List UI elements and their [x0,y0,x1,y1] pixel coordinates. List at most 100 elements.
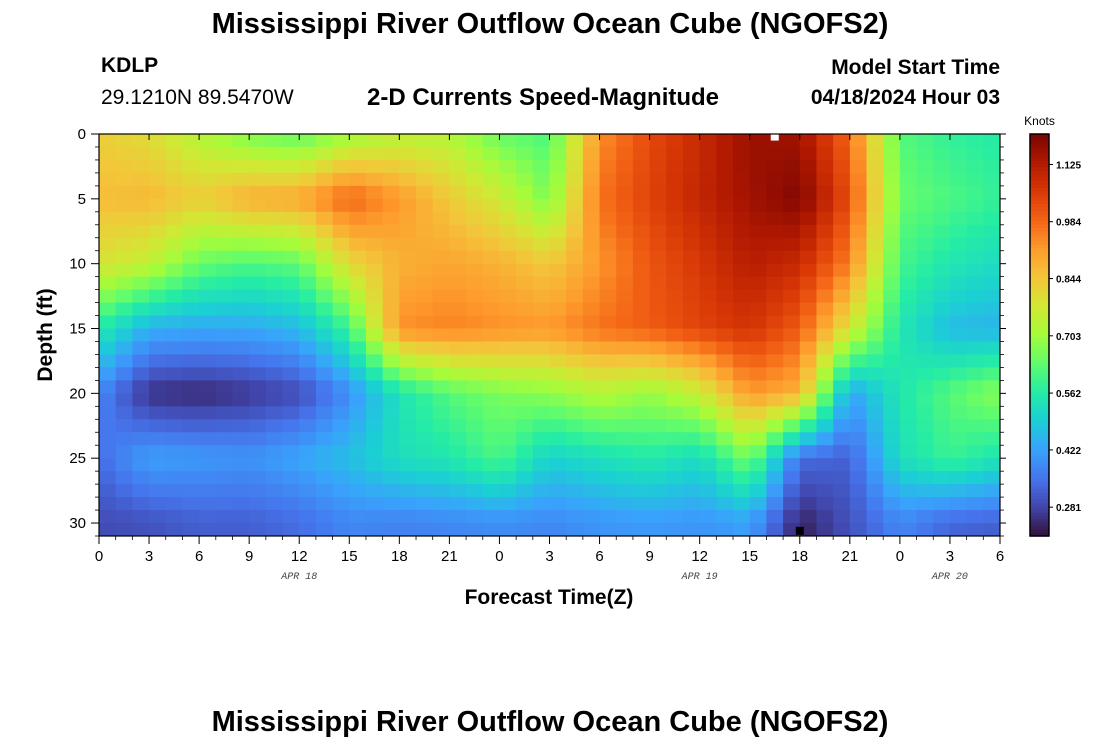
heatmap-cell [983,458,1000,472]
heatmap-cell [933,328,951,343]
heatmap-cell [449,458,467,472]
heatmap-cell [249,237,267,252]
heatmap-cell [883,445,901,459]
heatmap-cell [532,134,551,148]
heatmap-cell [883,354,901,369]
heatmap-cell [449,172,467,187]
heatmap-cell [799,134,818,148]
heatmap-cell [416,276,434,291]
heatmap-cell [849,134,868,148]
heatmap-cell [199,237,217,252]
heatmap-cell [449,484,467,498]
heatmap-cell [883,250,901,265]
heatmap-cell [549,250,567,265]
heatmap-cell [432,419,450,433]
heatmap-cell [699,523,717,536]
heatmap-cell [816,406,834,420]
heatmap-cell [983,341,1000,356]
heatmap-cell [499,172,517,187]
heatmap-cell [899,302,918,317]
heatmap-cell [816,341,834,356]
heatmap-cell [749,510,768,524]
heatmap-cell [666,211,684,226]
heatmap-cell [99,445,117,459]
heatmap-cell [582,302,601,317]
heatmap-cell [682,445,701,459]
colorbar-segment [1030,244,1049,249]
heatmap-cell [416,328,434,343]
heatmap-cell [733,146,751,161]
heatmap-cell [332,237,350,252]
heatmap-cell [516,406,534,420]
heatmap-cell [566,315,584,330]
heatmap-cell [215,172,234,187]
heatmap-cell [783,354,801,369]
heatmap-cell [466,185,484,200]
colorbar-segment [1030,519,1049,524]
heatmap-cell [849,380,868,394]
heatmap-cell [399,237,417,252]
heatmap-cell [682,432,701,446]
heatmap-cell [833,445,851,459]
heatmap-cell [599,380,617,394]
heatmap-cell [282,328,300,343]
heatmap-cell [449,185,467,200]
heatmap-cell [482,406,501,420]
heatmap-cell [365,419,384,433]
heatmap-cell [132,185,150,200]
heatmap-cell [966,198,984,213]
heatmap-cell [566,484,584,498]
heatmap-cell [265,224,284,239]
heatmap-cell [382,276,400,291]
heatmap-cell [566,432,584,446]
colorbar-segment [1030,509,1049,514]
heatmap-cell [299,367,317,381]
heatmap-cell [649,198,667,213]
heatmap-cell [983,289,1000,304]
heatmap-cell [199,224,217,239]
heatmap-cell [416,341,434,356]
heatmap-cell [315,380,334,394]
heatmap-cell [232,393,250,407]
heatmap-cell [149,134,167,148]
heatmap-cell [599,302,617,317]
heatmap-cell [816,289,834,304]
heatmap-cell [382,484,400,498]
heatmap-cell [983,315,1000,330]
heatmap-cell [766,159,784,174]
heatmap-cell [616,276,634,291]
heatmap-cell [416,471,434,485]
colorbar-tick-label: 1.125 [1056,160,1081,171]
colorbar-segment [1030,381,1049,386]
heatmap-cell [549,211,567,226]
heatmap-cell [449,250,467,265]
colorbar-segment [1030,338,1049,343]
colorbar-segment [1030,435,1049,440]
heatmap-cell [382,302,400,317]
heatmap-cell [749,315,768,330]
heatmap-cell [232,224,250,239]
colorbar-segment [1030,388,1049,393]
heatmap-cell [766,315,784,330]
heatmap-cell [315,237,334,252]
colorbar-tick-label: 0.844 [1056,275,1081,286]
heatmap-cell [599,159,617,174]
heatmap-cell [282,367,300,381]
heatmap-cell [549,458,567,472]
heatmap-cell [249,198,267,213]
heatmap-cell [399,445,417,459]
heatmap-cell [165,380,184,394]
heatmap-cell [332,523,350,536]
heatmap-cell [249,406,267,420]
heatmap-cell [265,276,284,291]
heatmap-cell [849,484,868,498]
heatmap-cell [799,432,818,446]
heatmap-cell [165,302,184,317]
heatmap-cell [215,263,234,278]
heatmap-cell [966,263,984,278]
heatmap-cell [482,458,501,472]
heatmap-cell [99,419,117,433]
heatmap-cell [916,276,934,291]
heatmap-cell [532,471,551,485]
heatmap-cell [933,263,951,278]
